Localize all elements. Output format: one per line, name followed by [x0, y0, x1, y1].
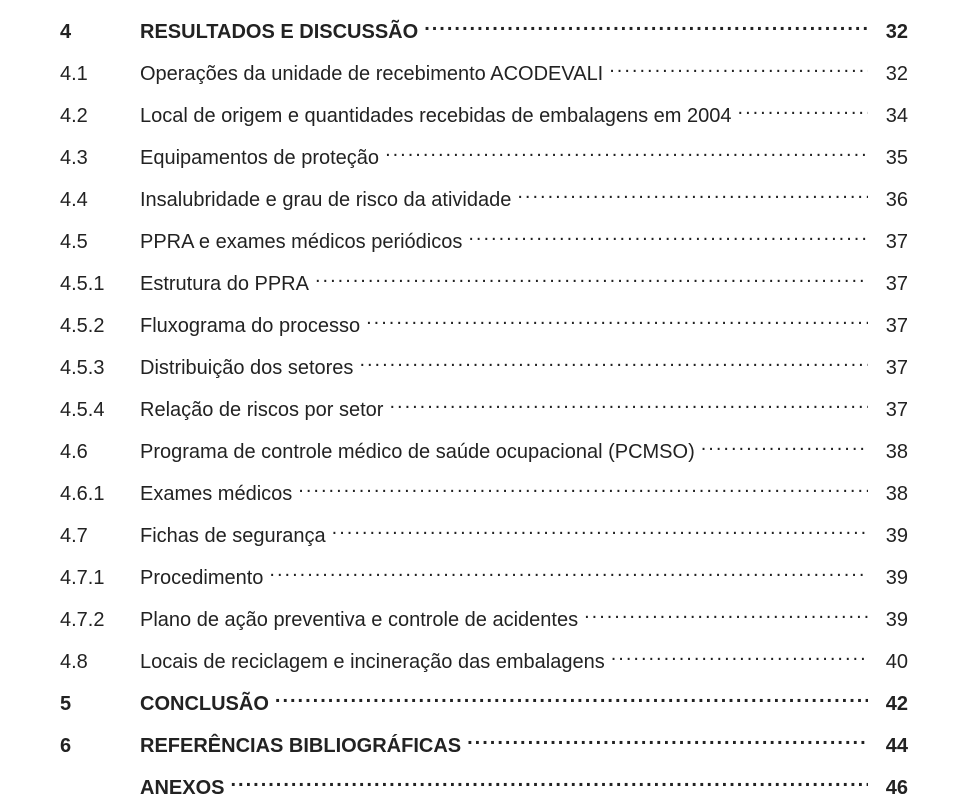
dot-leader: [366, 312, 868, 332]
toc-number: 4.7.1: [60, 565, 140, 592]
toc-row: 4.8 Locais de reciclagem e incineração d…: [60, 648, 908, 676]
toc-row: 4.5.2 Fluxograma do processo 37: [60, 312, 908, 340]
toc-row: 4.5.3 Distribuição dos setores 37: [60, 354, 908, 382]
dot-leader: [359, 354, 868, 374]
dot-leader: [468, 228, 868, 248]
toc-page-number: 44: [874, 733, 908, 760]
dot-leader: [389, 396, 868, 416]
toc-page-number: 40: [874, 649, 908, 676]
toc-number: 4.5.1: [60, 271, 140, 298]
toc-title: Relação de riscos por setor: [140, 397, 383, 424]
toc-title: Exames médicos: [140, 481, 292, 508]
dot-leader: [467, 732, 868, 752]
dot-leader: [315, 270, 868, 290]
toc-page-number: 35: [874, 145, 908, 172]
toc-title: Equipamentos de proteção: [140, 145, 379, 172]
toc-title: Operações da unidade de recebimento ACOD…: [140, 61, 603, 88]
toc-number: 4: [60, 19, 140, 46]
toc-row: 4.5.1 Estrutura do PPRA 37: [60, 270, 908, 298]
toc-title: Distribuição dos setores: [140, 355, 353, 382]
toc-title: Procedimento: [140, 565, 263, 592]
toc-title: Fluxograma do processo: [140, 313, 360, 340]
toc-page-number: 46: [874, 775, 908, 802]
toc-page-number: 42: [874, 691, 908, 718]
toc-title: ANEXOS: [140, 775, 224, 802]
toc-page-number: 37: [874, 397, 908, 424]
toc-title: Insalubridade e grau de risco da ativida…: [140, 187, 511, 214]
toc-page-number: 38: [874, 481, 908, 508]
toc-title: REFERÊNCIAS BIBLIOGRÁFICAS: [140, 733, 461, 760]
dot-leader: [609, 60, 868, 80]
toc-row: 4.7 Fichas de segurança 39: [60, 522, 908, 550]
toc-number: 4.5: [60, 229, 140, 256]
toc-row: 4.6.1 Exames médicos 38: [60, 480, 908, 508]
toc-number: 5: [60, 691, 140, 718]
dot-leader: [701, 438, 868, 458]
toc-title: Programa de controle médico de saúde ocu…: [140, 439, 695, 466]
toc-row: 4.6 Programa de controle médico de saúde…: [60, 438, 908, 466]
dot-leader: [269, 564, 868, 584]
toc-title: Local de origem e quantidades recebidas …: [140, 103, 732, 130]
toc-row: 4.7.2 Plano de ação preventiva e control…: [60, 606, 908, 634]
dot-leader: [230, 774, 868, 794]
toc-number: 4.4: [60, 187, 140, 214]
toc-row: 6 REFERÊNCIAS BIBLIOGRÁFICAS 44: [60, 732, 908, 760]
toc-title: CONCLUSÃO: [140, 691, 269, 718]
toc-page-number: 39: [874, 607, 908, 634]
toc-page-number: 32: [874, 19, 908, 46]
toc-row: 5 CONCLUSÃO 42: [60, 690, 908, 718]
toc-row: 4.2 Local de origem e quantidades recebi…: [60, 102, 908, 130]
toc-row: 4.7.1 Procedimento 39: [60, 564, 908, 592]
toc-number: 4.8: [60, 649, 140, 676]
toc-page-number: 36: [874, 187, 908, 214]
toc-page-number: 37: [874, 229, 908, 256]
toc-row: 4 RESULTADOS E DISCUSSÃO 32: [60, 18, 908, 46]
dot-leader: [517, 186, 868, 206]
toc-row: ANEXOS 46: [60, 774, 908, 802]
toc-number: 4.7: [60, 523, 140, 550]
toc-row: 4.5 PPRA e exames médicos periódicos 37: [60, 228, 908, 256]
toc-title: Plano de ação preventiva e controle de a…: [140, 607, 578, 634]
dot-leader: [275, 690, 868, 710]
toc-title: RESULTADOS E DISCUSSÃO: [140, 19, 418, 46]
toc-title: Estrutura do PPRA: [140, 271, 309, 298]
toc-number: 4.6: [60, 439, 140, 466]
dot-leader: [584, 606, 868, 626]
toc-title: Fichas de segurança: [140, 523, 326, 550]
toc-number: 4.1: [60, 61, 140, 88]
dot-leader: [298, 480, 868, 500]
toc-row: 4.3 Equipamentos de proteção 35: [60, 144, 908, 172]
toc-page-number: 32: [874, 61, 908, 88]
dot-leader: [424, 18, 868, 38]
toc-page-number: 39: [874, 523, 908, 550]
dot-leader: [332, 522, 868, 542]
toc-row: 4.5.4 Relação de riscos por setor 37: [60, 396, 908, 424]
toc-page-number: 37: [874, 313, 908, 340]
toc-title: Locais de reciclagem e incineração das e…: [140, 649, 605, 676]
dot-leader: [738, 102, 868, 122]
toc-number: 4.6.1: [60, 481, 140, 508]
toc-page: 4 RESULTADOS E DISCUSSÃO 32 4.1 Operaçõe…: [0, 0, 960, 804]
toc-number: 4.5.2: [60, 313, 140, 340]
dot-leader: [611, 648, 868, 668]
toc-number: 6: [60, 733, 140, 760]
toc-page-number: 37: [874, 271, 908, 298]
toc-page-number: 38: [874, 439, 908, 466]
toc-title: PPRA e exames médicos periódicos: [140, 229, 462, 256]
toc-row: 4.1 Operações da unidade de recebimento …: [60, 60, 908, 88]
toc-page-number: 39: [874, 565, 908, 592]
toc-number: 4.5.4: [60, 397, 140, 424]
toc-number: 4.3: [60, 145, 140, 172]
dot-leader: [385, 144, 868, 164]
toc-row: 4.4 Insalubridade e grau de risco da ati…: [60, 186, 908, 214]
toc-page-number: 34: [874, 103, 908, 130]
toc-page-number: 37: [874, 355, 908, 382]
toc-number: 4.2: [60, 103, 140, 130]
toc-number: 4.5.3: [60, 355, 140, 382]
toc-number: 4.7.2: [60, 607, 140, 634]
